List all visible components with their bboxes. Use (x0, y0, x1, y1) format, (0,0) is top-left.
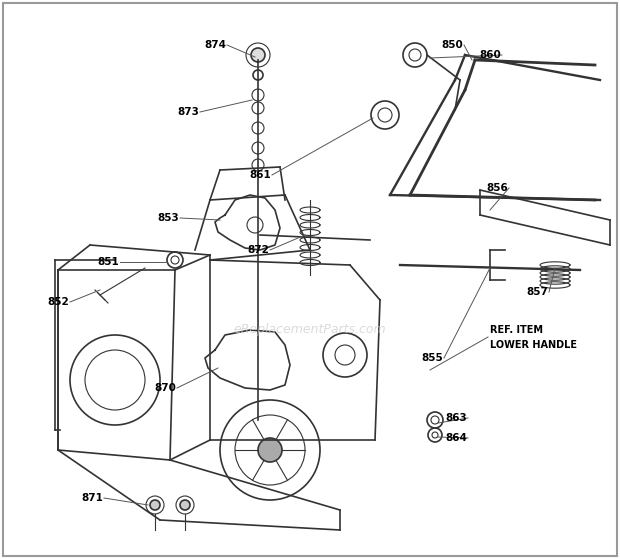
Text: 855: 855 (421, 353, 443, 363)
Text: 857: 857 (526, 287, 548, 297)
Text: LOWER HANDLE: LOWER HANDLE (490, 340, 577, 350)
Circle shape (251, 48, 265, 62)
Text: 863: 863 (445, 413, 467, 423)
Text: 870: 870 (154, 383, 176, 393)
Text: REF. ITEM: REF. ITEM (490, 325, 543, 335)
Text: 851: 851 (97, 257, 119, 267)
Circle shape (150, 500, 160, 510)
Text: 861: 861 (249, 170, 271, 180)
Text: 874: 874 (204, 40, 226, 50)
Text: 856: 856 (486, 183, 508, 193)
Text: 873: 873 (177, 107, 199, 117)
Text: eReplacementParts.com: eReplacementParts.com (234, 324, 386, 337)
Text: 864: 864 (445, 433, 467, 443)
Text: 860: 860 (479, 50, 501, 60)
Circle shape (180, 500, 190, 510)
Text: 871: 871 (81, 493, 103, 503)
Text: 853: 853 (157, 213, 179, 223)
Circle shape (258, 438, 282, 462)
Text: 850: 850 (441, 40, 463, 50)
Text: 852: 852 (47, 297, 69, 307)
Text: 872: 872 (247, 245, 269, 255)
